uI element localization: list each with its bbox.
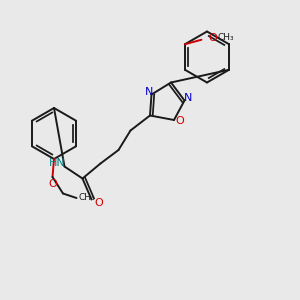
Text: HN: HN [49, 158, 65, 169]
Text: O: O [175, 116, 184, 127]
Text: N: N [184, 93, 192, 103]
Text: O: O [208, 33, 217, 43]
Text: O: O [94, 198, 103, 208]
Text: CH₃: CH₃ [218, 33, 234, 42]
Text: CH₃: CH₃ [78, 194, 95, 202]
Text: O: O [48, 178, 57, 189]
Text: N: N [145, 87, 153, 97]
